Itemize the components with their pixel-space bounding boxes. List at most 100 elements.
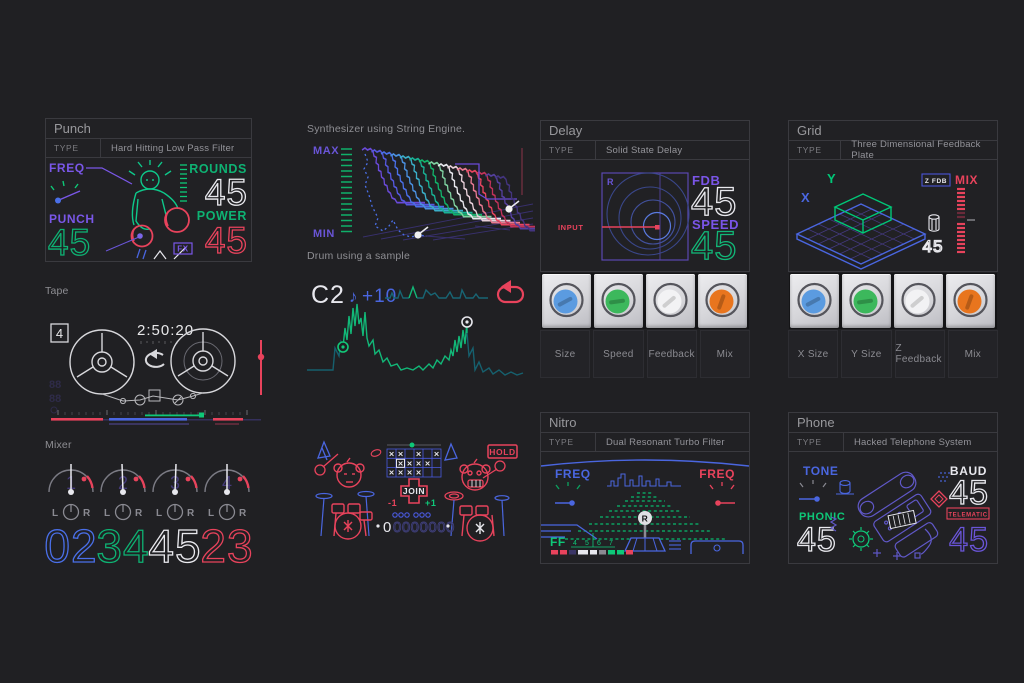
loop-icon[interactable] <box>496 280 525 304</box>
svg-text:✕: ✕ <box>407 461 413 468</box>
grid-knob-z-feedback[interactable] <box>894 274 943 328</box>
clip-timeline[interactable] <box>51 412 261 426</box>
knob-slot <box>557 296 573 307</box>
knob-ring <box>797 282 832 318</box>
freq-left-gauge[interactable] <box>555 482 581 506</box>
panel-grid: Grid TYPE Three Dimensional Feedback Pla… <box>788 120 998 272</box>
reel-left[interactable] <box>69 329 135 395</box>
guitar-icon-left <box>314 453 339 476</box>
string-engine-waterfall: MAX MIN <box>313 145 535 241</box>
increment-label[interactable]: +1 <box>425 498 436 508</box>
counter-current: 0 <box>383 519 391 536</box>
svg-text:✕: ✕ <box>398 452 404 459</box>
punch-pointer-dot <box>137 233 143 239</box>
ff-label: FF <box>550 535 566 549</box>
grid-knob-y-size[interactable] <box>842 274 891 328</box>
knob-ring <box>705 282 740 318</box>
punch-pointer-line <box>105 236 140 252</box>
vu-needle <box>174 463 177 493</box>
grid-knob-strip <box>789 273 997 329</box>
decrement-label[interactable]: -1 <box>388 498 397 508</box>
tape-time: 2:50:20 <box>137 322 194 339</box>
dot-matrix <box>938 472 950 482</box>
guitar-icon-right <box>482 460 506 479</box>
counter-slots: 0000000 <box>393 519 455 536</box>
delay-param-speed[interactable]: Speed <box>593 330 644 378</box>
delay-illustration: R INPUT FDB 45 SPEED 45 <box>558 172 738 269</box>
motion-lines <box>153 246 187 260</box>
pin-marker-rear[interactable] <box>505 200 520 213</box>
pan-knob[interactable] <box>62 503 80 521</box>
delay-type-label: TYPE <box>541 141 596 159</box>
radar-rings <box>606 172 690 256</box>
join-button[interactable]: JOIN <box>400 478 428 504</box>
delay-knob-size[interactable] <box>542 274 591 328</box>
feedback-box <box>833 193 893 234</box>
pin-marker-front[interactable] <box>414 226 429 239</box>
delay-knob-feedback[interactable] <box>646 274 695 328</box>
grid-type-value: Three Dimensional Feedback Plate <box>851 139 981 161</box>
dash-panel <box>690 540 744 554</box>
svg-text:FX: FX <box>177 245 188 254</box>
tape-illustration: 4 2:50:20 88 88 <box>49 322 265 426</box>
mini-waveform <box>385 284 488 299</box>
loop-icon[interactable] <box>144 349 165 368</box>
grid-param-mix[interactable]: Mix <box>947 330 998 378</box>
speed-value: 45 <box>691 224 738 268</box>
svg-text:4: 4 <box>56 326 63 341</box>
monkey-right <box>459 458 491 491</box>
step-sequencer[interactable]: ✕ ✕ ✕ ✕ ✕ ✕ ✕ ✕ ✕ ✕ ✕ ✕ <box>386 442 442 478</box>
pitch-offset: +10 <box>362 286 397 307</box>
delay-param-feedback[interactable]: Feedback <box>646 330 697 378</box>
delay-type-value: Solid State Delay <box>606 144 683 156</box>
vent-lines <box>669 540 681 550</box>
gear-knob-label: R <box>642 514 649 524</box>
mix-meter[interactable] <box>957 187 975 254</box>
svg-text:✕: ✕ <box>398 461 404 468</box>
timeline-ruler <box>57 410 248 415</box>
knob-cap <box>605 289 630 314</box>
sample-start-marker[interactable] <box>337 341 349 353</box>
phonic-value: 45 <box>797 521 837 559</box>
delay-param-mix[interactable]: Mix <box>699 330 750 378</box>
nitro-type-value: Dual Resonant Turbo Filter <box>606 436 725 448</box>
panel-punch: Punch TYPE Hard Hitting Low Pass Filter … <box>45 118 252 262</box>
svg-text:Z FDB: Z FDB <box>925 178 947 185</box>
grid-param-labels: X Size Y Size Z Feedback Mix <box>788 330 998 378</box>
knob-ring <box>601 282 636 318</box>
baud-value: 45 <box>949 474 989 512</box>
pan-knob[interactable] <box>114 503 132 521</box>
knob-component-icon <box>836 480 854 495</box>
punch-freq-gauge[interactable] <box>50 180 81 204</box>
freq-right-gauge[interactable] <box>709 482 735 506</box>
svg-text:6: 6 <box>597 540 601 547</box>
tape-level-slider[interactable] <box>257 340 265 395</box>
delay-param-size[interactable]: Size <box>540 330 591 378</box>
pan-knob[interactable] <box>218 503 236 521</box>
tone-gauge[interactable] <box>799 480 827 502</box>
punch-value: 45 <box>48 222 91 262</box>
rounds-meter[interactable] <box>180 164 187 202</box>
punch-freq-label: FREQ <box>49 161 85 175</box>
grid-knob-mix[interactable] <box>946 274 995 328</box>
pan-knob[interactable] <box>166 503 184 521</box>
grid-title: Grid <box>789 121 997 141</box>
delay-knob-mix[interactable] <box>698 274 747 328</box>
band-illustration: ✕ ✕ ✕ ✕ ✕ ✕ ✕ ✕ ✕ ✕ ✕ ✕ HOLD <box>314 440 518 542</box>
vu-hub <box>172 489 178 495</box>
grid-param-y-size[interactable]: Y Size <box>841 330 892 378</box>
hold-badge[interactable]: HOLD <box>487 444 518 459</box>
drum-kit-right <box>444 491 510 542</box>
grid-knob-x-size[interactable] <box>790 274 839 328</box>
svg-text:✕: ✕ <box>389 470 395 477</box>
delay-knob-speed[interactable] <box>594 274 643 328</box>
gear-shifter[interactable]: R <box>623 511 667 552</box>
knob-slot <box>662 295 676 308</box>
grid-param-x-size[interactable]: X Size <box>788 330 839 378</box>
sample-end-marker[interactable] <box>461 316 473 328</box>
grid-param-z-feedback[interactable]: Z Feedback <box>894 330 945 378</box>
guardrail-lines <box>541 524 598 540</box>
reel-right[interactable] <box>170 328 236 394</box>
svg-text:✕: ✕ <box>434 452 440 459</box>
